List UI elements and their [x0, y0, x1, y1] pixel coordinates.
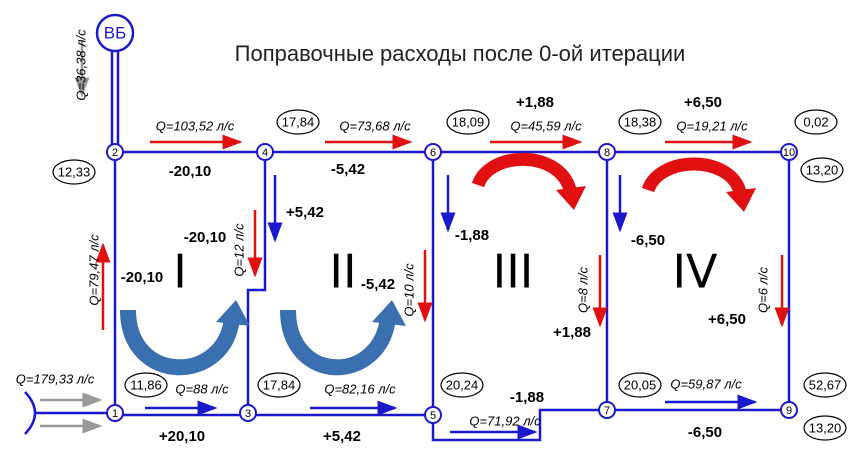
correction-label: -20,10 [184, 229, 227, 246]
node-value: 18,09 [452, 114, 485, 129]
pipes [24, 13, 791, 442]
correction-label: +20,10 [159, 428, 205, 445]
correction-label: +5,42 [323, 428, 361, 445]
node-number: 1 [112, 408, 118, 420]
flow-label: Q=45,59 л/с [510, 118, 582, 133]
node [424, 406, 442, 424]
correction-label: +1,88 [516, 94, 554, 111]
node-value: 12,33 [58, 164, 91, 179]
node [256, 143, 274, 161]
node-number: 6 [430, 147, 436, 159]
node-value-oval [618, 109, 662, 135]
correction-label: -1,88 [455, 227, 489, 244]
node-value-oval [803, 415, 847, 441]
node-value-oval [618, 372, 662, 398]
flow-label: Q=10 л/с [401, 263, 416, 317]
correction-label: +1,88 [553, 324, 591, 341]
flow-label: Q=103,52 л/с [156, 118, 235, 133]
node [598, 143, 616, 161]
correction-label: +6,50 [708, 311, 746, 328]
node [106, 404, 124, 422]
node-value-oval [440, 372, 484, 398]
node-value: 20,24 [446, 377, 479, 392]
node-value: 17,84 [263, 377, 296, 392]
flow-label: Q=82,16 л/с [324, 381, 396, 396]
node-value-oval [794, 109, 838, 135]
correction-label: -6,50 [631, 232, 665, 249]
correction-label: -20,10 [121, 269, 164, 286]
node-value-oval [52, 159, 96, 185]
node [106, 143, 124, 161]
title: Поправочные расходы после 0-ой итерации [235, 41, 686, 66]
node-number: 4 [262, 147, 268, 159]
node-value: 13,20 [809, 420, 842, 435]
flow-label: Q=88 л/с [175, 381, 229, 396]
node [598, 401, 616, 419]
node-value: 0,02 [803, 114, 828, 129]
flow-label: Q=79,47 л/с [86, 234, 101, 306]
node-number: 3 [245, 408, 251, 420]
tower-label: ВБ [104, 23, 127, 42]
node-value: 18,38 [624, 114, 657, 129]
flow-label: Q=12 л/с [231, 223, 246, 277]
node [780, 401, 798, 419]
flow-label: Q=73,68 л/с [339, 118, 411, 133]
flow-label: Q=71,92 л/с [469, 413, 541, 428]
node-number: 10 [783, 147, 795, 159]
node-value-oval [124, 372, 168, 398]
loop-label: II [329, 245, 356, 299]
flow-arrows [40, 40, 790, 440]
node-value: 13,20 [806, 162, 839, 177]
correction-label: -5,42 [361, 276, 395, 293]
correction-label: +6,50 [684, 94, 722, 111]
loop-label: III [493, 245, 534, 299]
node-value: 17,84 [282, 114, 315, 129]
node [424, 143, 442, 161]
node-value-oval [446, 109, 490, 135]
flow-label: Q=59,87 л/с [670, 376, 742, 391]
node-number: 8 [604, 147, 610, 159]
correction-label: -6,50 [688, 424, 722, 441]
node-number: 7 [604, 405, 610, 417]
flow-label: Q=19,21 л/с [676, 118, 748, 133]
flow-label: Q=36,38 л/с [73, 29, 88, 101]
flow-label: Q=179,33 л/с [16, 371, 95, 386]
loop-arrows [120, 152, 756, 376]
flow-label: Q=6 л/с [755, 267, 770, 313]
flow-label: Q=8 л/с [575, 267, 590, 313]
correction-label: -20,10 [169, 163, 212, 180]
loop-label: IV [672, 245, 718, 299]
node-value-oval [800, 157, 844, 183]
node-number: 9 [786, 405, 792, 417]
node [239, 404, 257, 422]
node-number: 5 [430, 410, 436, 422]
node-value: 11,86 [130, 377, 162, 392]
correction-label: -5,42 [331, 161, 365, 178]
node-number: 2 [112, 147, 118, 159]
node [780, 143, 798, 161]
node-value-oval [276, 109, 320, 135]
node-value: 52,67 [809, 377, 842, 392]
node-value-oval [257, 372, 301, 398]
node-value: 20,05 [624, 377, 657, 392]
loop-label: I [173, 245, 187, 299]
correction-label: +5,42 [286, 204, 324, 221]
correction-label: -1,88 [510, 389, 544, 406]
node-value-oval [803, 372, 847, 398]
